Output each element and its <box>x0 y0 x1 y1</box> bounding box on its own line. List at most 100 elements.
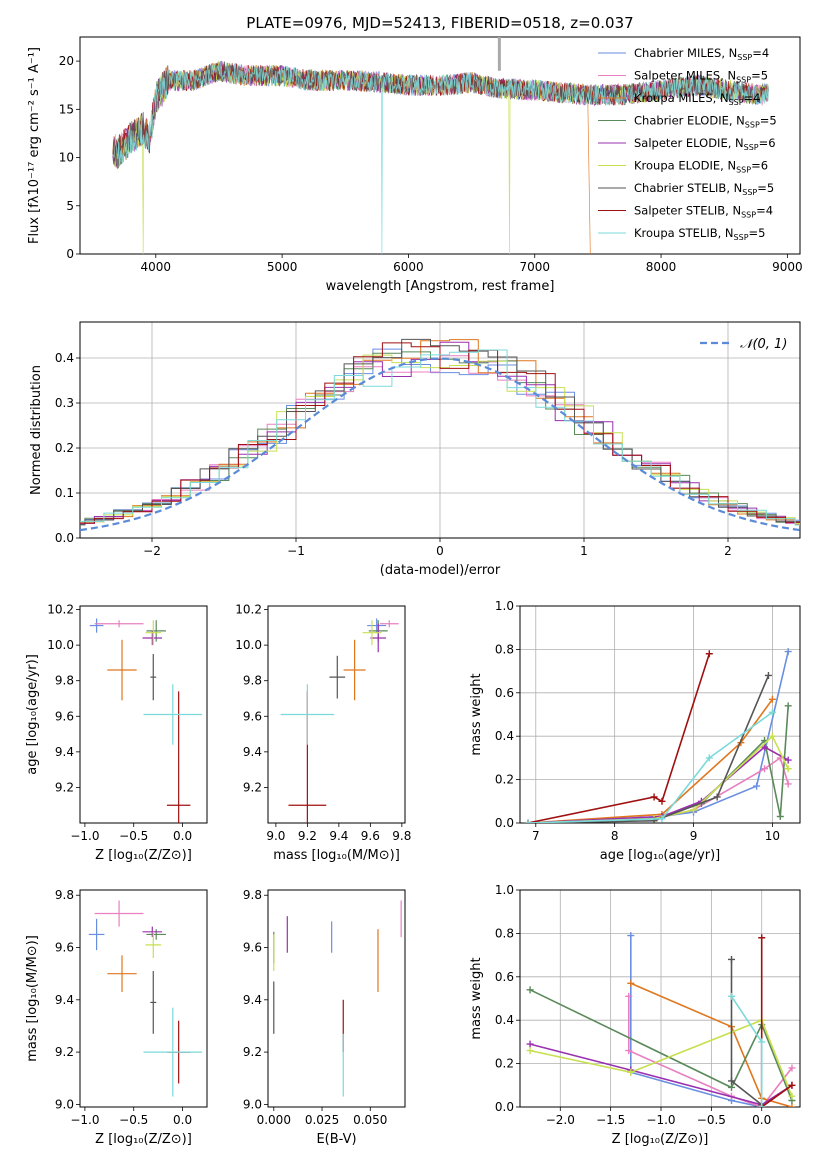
histogram-c6 <box>80 354 800 524</box>
mass-weight-marker <box>658 815 666 823</box>
y-axis-label: Flux [fλ10⁻¹⁷ erg cm⁻² s⁻¹ A⁻¹] <box>27 47 42 244</box>
mass-weight-marker <box>713 793 721 801</box>
y-tick-label: 0.2 <box>55 441 74 455</box>
legend-label: Kroupa STELIB, NSSP=5 <box>634 226 765 242</box>
x-tick-label: 8 <box>611 829 619 843</box>
legend-label: Kroupa MILES, NSSP=4 <box>634 91 760 107</box>
y-axis-label: mass [log₁₀(M/M⊙)] <box>25 935 40 1062</box>
x-axis-label: Z [log₁₀(Z/Z⊙)] <box>612 1132 709 1147</box>
spectrum-axes: 4000 5000 6000 7000 8000 9000 0 5 10 15 20 waveleng… <box>27 36 803 294</box>
y-tick-label: 15 <box>59 102 74 116</box>
y-tick-label: 0.3 <box>55 396 74 410</box>
mass-weight-marker <box>658 797 666 805</box>
legend-label: Salpeter ELODIE, NSSP=6 <box>634 136 776 152</box>
spectrum-series-c8 <box>112 63 769 163</box>
legend-label-main: Salpeter MILES, N <box>634 69 736 83</box>
legend-label-sub: SSP <box>744 143 759 152</box>
mass-weight-line-c2 <box>527 756 789 823</box>
x-axis-label: mass [log₁₀(M/M⊙)] <box>273 848 400 863</box>
mw_vs_age-frame <box>519 605 801 824</box>
age_vs_z-points <box>89 618 203 823</box>
y-tick-label: 10.0 <box>235 638 262 652</box>
y-tick-label: 0.4 <box>495 1013 514 1027</box>
x-tick-label: 0.0 <box>752 1113 771 1127</box>
legend-label-main: Chabrier STELIB, N <box>634 181 742 195</box>
mass-weight-marker <box>526 1040 534 1048</box>
x-tick-label: 9.4 <box>329 829 348 843</box>
mass-weight-marker <box>788 1103 796 1107</box>
legend-label-sub: SSP <box>741 211 756 220</box>
legend-label-sub: SSP <box>736 76 751 85</box>
age_vs_mass-axes: 9.0 9.2 9.4 9.6 9.8 9.2 9.4 9.6 9.8 10.0 10.2 mass … <box>235 603 411 863</box>
y-tick-label: 9.6 <box>243 941 262 955</box>
mass-weight-marker <box>768 708 776 716</box>
y-tick-label: 1.0 <box>495 883 514 897</box>
x-tick-label: 0.0 <box>173 829 192 843</box>
mass-weight-marker <box>784 648 792 656</box>
x-tick-label: −0.5 <box>697 1113 726 1127</box>
y-tick-label: 9.8 <box>55 674 74 688</box>
mw_vs_z-series <box>526 932 796 1107</box>
y-tick-label: 1.0 <box>495 599 514 613</box>
x-axis-label: Z [log₁₀(Z/Z⊙)] <box>95 1132 192 1147</box>
mass-weight-marker <box>690 806 698 814</box>
y-tick-label: 0.6 <box>495 686 514 700</box>
x-tick-label: −1.5 <box>596 1113 625 1127</box>
mass-weight-marker <box>728 955 736 963</box>
mass-weight-line-c1 <box>629 935 762 1107</box>
x-tick-label: 9.2 <box>298 829 317 843</box>
y-axis-label: mass weight <box>469 673 484 755</box>
age_vs_mass-points <box>280 618 399 823</box>
y-tick-label: 0.6 <box>495 970 514 984</box>
y-tick-label: 0 <box>66 247 74 261</box>
legend-label: Kroupa ELODIE, NSSP=6 <box>634 159 768 175</box>
residual-legend: 𝒩(0, 1) <box>700 337 787 352</box>
y-tick-label: 0.2 <box>495 773 514 787</box>
mass-weight-marker <box>728 1083 736 1091</box>
x-tick-label: 7000 <box>519 260 550 274</box>
y-tick-label: 0.8 <box>495 926 514 940</box>
mass-weight-marker <box>526 1047 534 1055</box>
mass-weight-marker <box>761 743 769 751</box>
y-tick-label: 10 <box>59 151 74 165</box>
mw_vs_z-axes: −2.0 −1.5 −1.0 −0.5 0.0 0.0 0.2 0.4 0.6 0.8 1.0 Z [… <box>469 883 801 1147</box>
legend-label: Chabrier ELODIE, NSSP=5 <box>634 114 777 130</box>
legend-label-tail: =4 <box>744 91 761 105</box>
age_vs_z-frame <box>79 605 208 824</box>
legend-label-tail: =4 <box>752 46 769 60</box>
y-tick-label: 0.0 <box>495 1100 514 1114</box>
y-tick-label: 9.4 <box>55 745 74 759</box>
y-tick-label: 0.1 <box>55 486 74 500</box>
mass-weight-line-c8 <box>760 937 793 1107</box>
x-axis-label: age [log₁₀(age/yr)] <box>600 848 721 863</box>
x-tick-label: 9000 <box>772 260 803 274</box>
y-axis-label: age [log₁₀(age/yr)] <box>25 654 40 775</box>
mass_vs_z-points <box>88 900 203 1097</box>
legend-label-sub: SSP <box>737 53 752 62</box>
y-tick-label: 9.0 <box>243 1097 262 1111</box>
mass_vs_ebv-points <box>273 900 402 1097</box>
mass_vs_z-axes: −1.0 −0.5 0.0 9.0 9.2 9.4 9.6 9.8 Z [log₁₀(Z/Z⊙)… <box>25 888 208 1147</box>
y-tick-label: 20 <box>59 54 74 68</box>
x-tick-label: 0.000 <box>257 1113 291 1127</box>
spectrum-series-c7 <box>112 61 769 169</box>
mass-weight-marker <box>625 1047 633 1055</box>
mass-weight-marker <box>753 782 761 790</box>
y-tick-label: 9.6 <box>243 709 262 723</box>
legend-label-sub: SSP <box>736 166 751 175</box>
legend-label-main: Kroupa ELODIE, N <box>634 159 736 173</box>
y-tick-label: 9.6 <box>55 709 74 723</box>
y-tick-label: 9.4 <box>243 745 262 759</box>
x-tick-label: 8000 <box>646 260 677 274</box>
mass-weight-marker <box>784 756 792 764</box>
normal-curve <box>80 357 800 532</box>
mass-weight-line-c4 <box>527 705 789 823</box>
y-tick-label: 9.8 <box>55 888 74 902</box>
mass-weight-line-c9 <box>527 711 773 823</box>
x-tick-label: −1.0 <box>646 1113 675 1127</box>
mass-weight-marker <box>625 992 633 1000</box>
y-tick-label: 9.4 <box>55 993 74 1007</box>
mass-weight-marker <box>627 1068 635 1076</box>
x-tick-label: 5000 <box>267 260 298 274</box>
